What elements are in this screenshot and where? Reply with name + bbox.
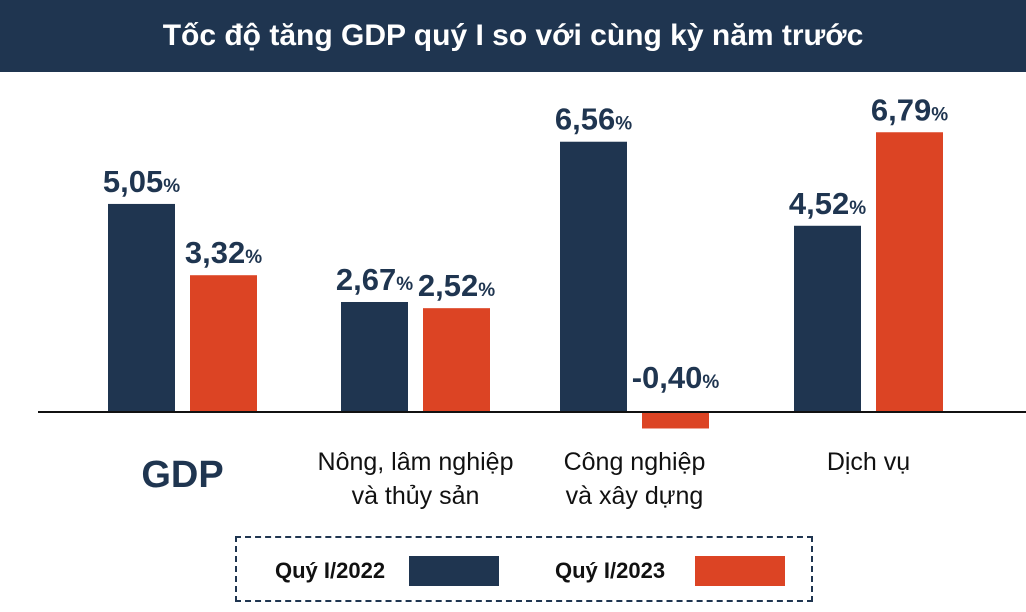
chart-title: Tốc độ tăng GDP quý I so với cùng kỳ năm…	[0, 0, 1026, 72]
legend-label-q2022: Quý I/2022	[275, 558, 386, 583]
bar-s0-c3	[794, 225, 861, 412]
value-label-s1-c0: 3,32%	[185, 235, 262, 270]
category-label-0: GDP	[141, 454, 223, 496]
bars-layer	[108, 132, 943, 429]
value-label-s0-c0: 5,05%	[103, 164, 180, 199]
bar-chart: 5,05% 2,67% 6,56% 4,52% 3,32% 2,52% -0,40% 6,79…	[38, 92, 1026, 510]
value-label-s0-c2: 6,56%	[555, 102, 632, 137]
category-label-1: Nông, lâm nghiệp và thủy sản	[318, 448, 514, 510]
labels-layer: 5,05% 2,67% 6,56% 4,52% 3,32% 2,52% -0,40% 6,79…	[103, 92, 948, 510]
bar-s1-c2	[642, 412, 709, 429]
value-label-s0-c1: 2,67%	[336, 262, 413, 297]
legend-swatch-q2022	[409, 556, 499, 586]
legend: Quý I/2022 Quý I/2023	[235, 536, 813, 602]
category-label-3: Dịch vụ	[827, 448, 910, 476]
legend-swatch-q2023	[695, 556, 785, 586]
bar-s0-c2	[560, 141, 627, 412]
bar-s1-c3	[876, 132, 943, 412]
legend-label-q2023: Quý I/2023	[555, 558, 666, 583]
category-label-2: Công nghiệp và xây dựng	[564, 448, 706, 510]
value-label-s0-c3: 4,52%	[789, 186, 866, 221]
value-label-s1-c1: 2,52%	[418, 268, 495, 303]
bar-s0-c1	[341, 301, 408, 412]
bar-s1-c0	[190, 275, 257, 412]
value-label-s1-c2: -0,40%	[632, 360, 720, 395]
bar-s0-c0	[108, 203, 175, 412]
bar-s1-c1	[423, 308, 490, 412]
value-label-s1-c3: 6,79%	[871, 92, 948, 127]
